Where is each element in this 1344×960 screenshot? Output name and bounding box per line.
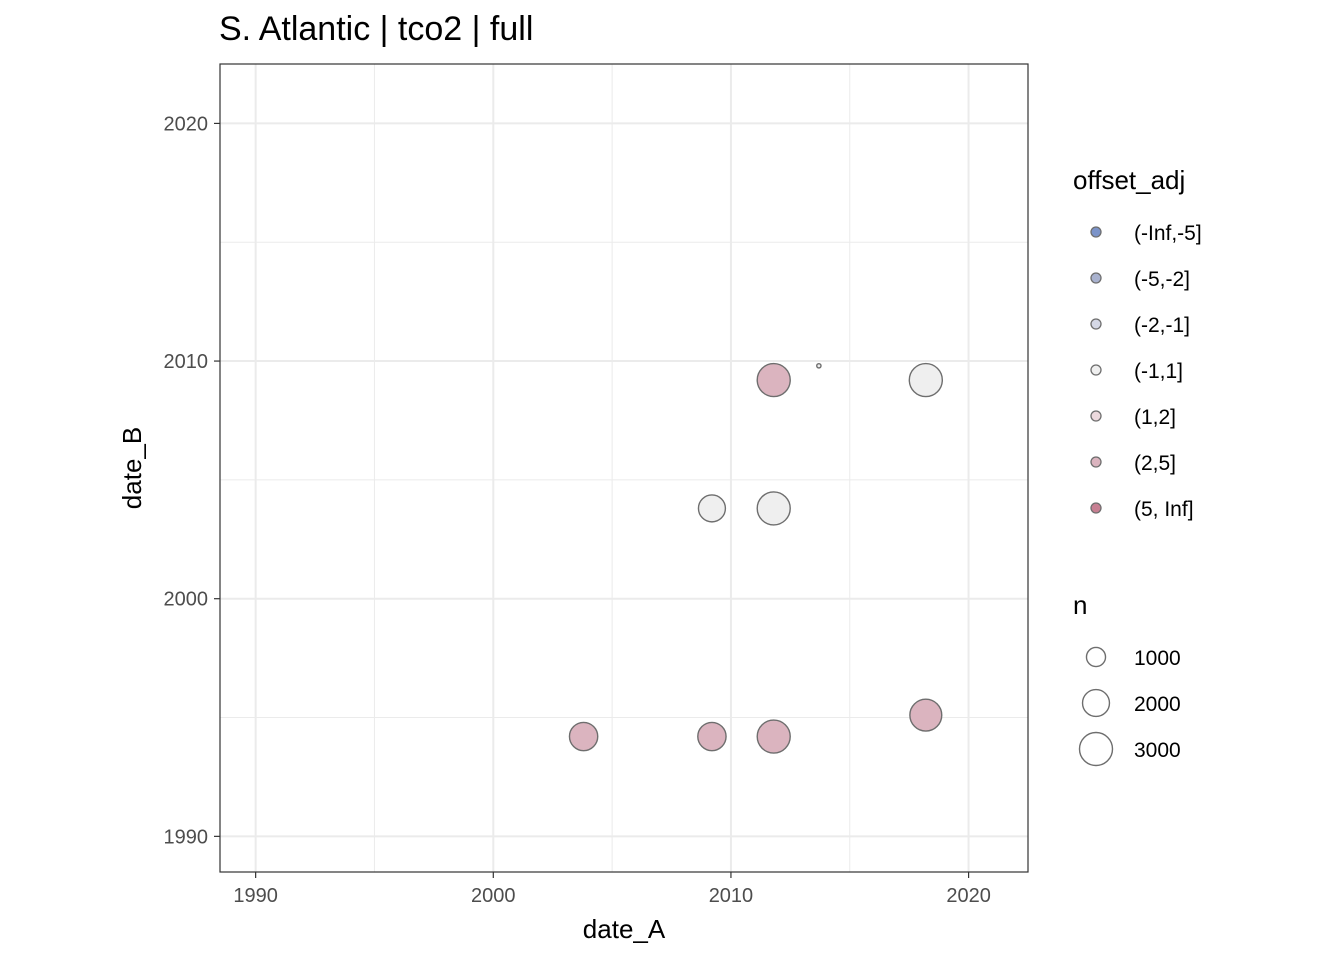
- legend: offset_adj (-Inf,-5] (-5,-2] (-2,-1] (-1,1]…: [1073, 165, 1202, 767]
- legend-size-key: [1085, 646, 1107, 668]
- x-tick-label: 2000: [471, 885, 516, 907]
- legend-color-label: (-Inf,-5]: [1134, 222, 1202, 245]
- y-axis-title: date_B: [117, 427, 147, 509]
- gridlines: [220, 64, 1028, 872]
- legend-size-key: [1081, 688, 1111, 718]
- x-tick-label: 2010: [709, 885, 754, 907]
- legend-color-title: offset_adj: [1073, 165, 1185, 195]
- legend-size-label: 2000: [1134, 693, 1181, 716]
- data-point: [697, 721, 727, 752]
- data-point: [756, 491, 791, 526]
- y-tick-label: 2000: [164, 589, 209, 611]
- data-points: [568, 362, 944, 754]
- data-point: [908, 362, 944, 398]
- legend-size-label: 1000: [1134, 647, 1181, 670]
- x-tick-label: 1990: [233, 885, 278, 907]
- x-axis: 1990 2000 2010 2020: [233, 872, 991, 907]
- legend-color-key: [1090, 364, 1102, 376]
- plot-panel: [219, 63, 1029, 873]
- data-point: [697, 494, 727, 523]
- legend-color-label: (-5,-2]: [1134, 268, 1190, 291]
- legend-color-label: (2,5]: [1134, 452, 1176, 475]
- legend-size-key: [1078, 731, 1114, 767]
- data-point: [816, 362, 822, 369]
- panel-background: [220, 64, 1028, 872]
- legend-color-key: [1090, 502, 1102, 514]
- legend-color-label: (-2,-1]: [1134, 314, 1190, 337]
- legend-color-key: [1090, 318, 1102, 330]
- data-point: [756, 719, 791, 754]
- x-tick-label: 2020: [946, 885, 991, 907]
- legend-color-label: (-1,1]: [1134, 360, 1183, 383]
- legend-color-label: (5, Inf]: [1134, 498, 1194, 521]
- data-point: [568, 721, 599, 752]
- y-tick-label: 2010: [164, 351, 209, 373]
- legend-color-key: [1090, 272, 1102, 284]
- legend-color-label: (1,2]: [1134, 406, 1176, 429]
- y-axis: 1990 2000 2010 2020: [164, 113, 220, 848]
- data-point: [909, 698, 943, 732]
- y-tick-label: 1990: [164, 826, 209, 848]
- chart-title: S. Atlantic | tco2 | full: [219, 10, 533, 48]
- legend-color-key: [1090, 456, 1102, 468]
- legend-size-label: 3000: [1134, 739, 1181, 762]
- legend-size-entries: 1000 2000 3000: [1078, 646, 1181, 767]
- y-tick-label: 2020: [164, 113, 209, 135]
- legend-color-key: [1090, 410, 1102, 422]
- legend-color-key: [1090, 226, 1102, 238]
- panel-border: [219, 63, 1029, 873]
- data-point: [756, 362, 791, 398]
- x-axis-title: date_A: [583, 914, 666, 944]
- legend-color-entries: (-Inf,-5] (-5,-2] (-2,-1] (-1,1] (1,2] (2,5] (…: [1090, 222, 1202, 521]
- legend-size-title: n: [1073, 590, 1087, 620]
